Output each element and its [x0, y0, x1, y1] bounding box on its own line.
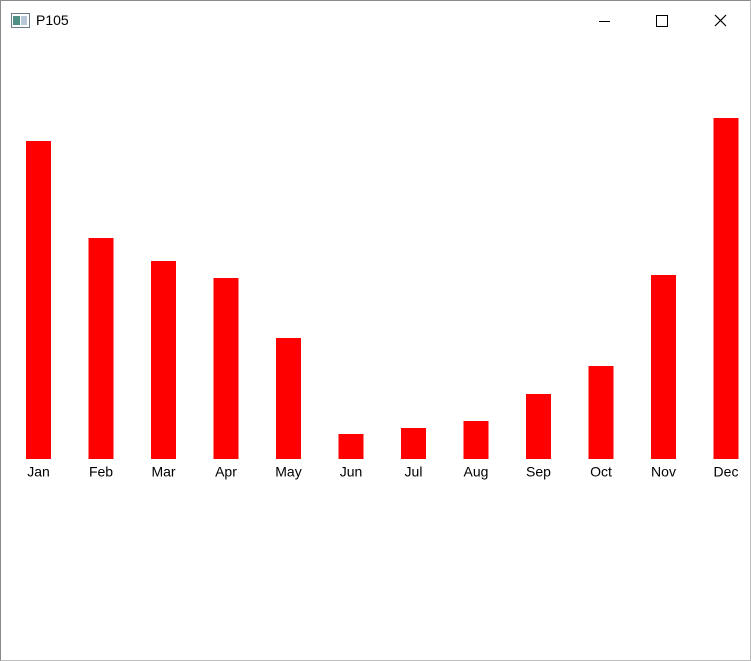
bar [401, 428, 426, 459]
bar [213, 278, 239, 459]
close-button[interactable] [691, 1, 749, 41]
x-tick-label: Jul [405, 464, 423, 480]
app-icon [11, 13, 30, 28]
x-tick-label: Oct [590, 464, 612, 480]
x-tick-label: Jan [27, 464, 50, 480]
minimize-button[interactable] [575, 1, 633, 41]
bar [88, 238, 114, 459]
x-tick-label: Sep [526, 464, 551, 480]
x-tick-label: Feb [89, 464, 113, 480]
bar [338, 434, 364, 459]
bar [651, 275, 676, 459]
bar [26, 141, 51, 459]
chart: Jan Feb Mar Apr May Jun Jul Aug Sep Oct Nov Dec [26, 118, 739, 480]
bar [713, 118, 739, 459]
bar [588, 366, 614, 459]
bar [151, 261, 176, 459]
bar [526, 394, 551, 459]
title-bar: P105 [1, 1, 750, 41]
x-tick-label: Dec [714, 464, 739, 480]
x-tick-label: Apr [215, 464, 237, 480]
x-tick-label: Aug [464, 464, 489, 480]
x-tick-label: Jun [340, 464, 363, 480]
x-tick-label: Nov [651, 464, 676, 480]
maximize-button[interactable] [633, 1, 691, 41]
x-tick-label: Mar [151, 464, 175, 480]
window-title: P105 [36, 12, 69, 28]
bar [276, 338, 301, 459]
bar [463, 421, 489, 459]
x-tick-label: May [275, 464, 301, 480]
